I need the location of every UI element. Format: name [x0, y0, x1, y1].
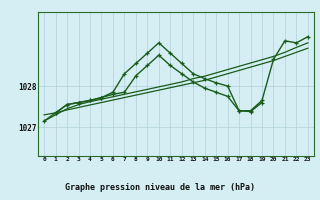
Text: Graphe pression niveau de la mer (hPa): Graphe pression niveau de la mer (hPa): [65, 183, 255, 192]
